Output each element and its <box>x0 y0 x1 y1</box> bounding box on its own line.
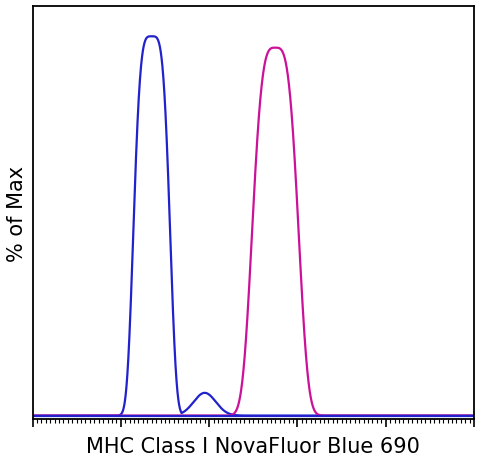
X-axis label: MHC Class I NovaFluor Blue 690: MHC Class I NovaFluor Blue 690 <box>86 436 420 456</box>
Y-axis label: % of Max: % of Max <box>7 165 27 261</box>
